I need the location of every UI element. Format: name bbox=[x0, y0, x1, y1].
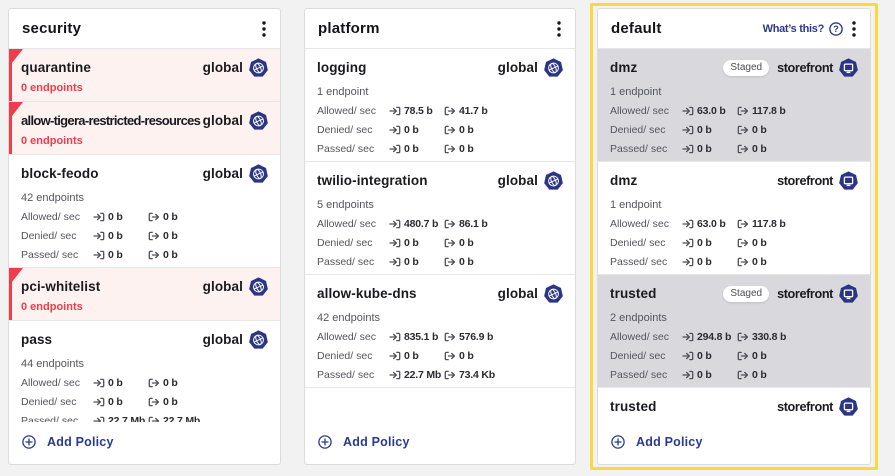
svg-text:?: ? bbox=[833, 24, 839, 34]
